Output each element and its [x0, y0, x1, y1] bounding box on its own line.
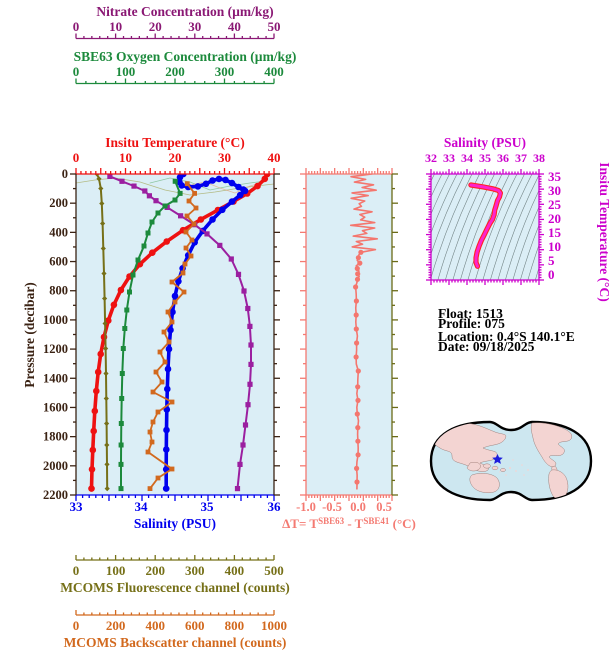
svg-text:0: 0 — [62, 167, 68, 181]
svg-text:10: 10 — [109, 19, 122, 34]
svg-text:1600: 1600 — [43, 401, 68, 415]
svg-text:0: 0 — [73, 563, 80, 578]
svg-text:34: 34 — [135, 499, 149, 514]
svg-text:37: 37 — [515, 151, 527, 165]
svg-text:20: 20 — [169, 150, 182, 165]
svg-text:Insitu Temperature (°C): Insitu Temperature (°C) — [105, 135, 244, 150]
svg-text:15: 15 — [548, 225, 562, 240]
svg-text:MCOMS Backscatter channel (cou: MCOMS Backscatter channel (counts) — [64, 635, 287, 650]
svg-text:400: 400 — [225, 563, 245, 578]
svg-text:32: 32 — [425, 151, 437, 165]
svg-text:200: 200 — [49, 196, 68, 210]
svg-text:2000: 2000 — [43, 459, 68, 473]
svg-text:100: 100 — [116, 64, 136, 79]
svg-text:Pressure (decibar): Pressure (decibar) — [22, 282, 37, 388]
svg-text:1000: 1000 — [261, 618, 287, 633]
svg-text:35: 35 — [548, 169, 562, 184]
svg-text:400: 400 — [145, 618, 165, 633]
svg-text:34: 34 — [461, 151, 473, 165]
svg-text:10: 10 — [119, 150, 132, 165]
svg-text:1800: 1800 — [43, 430, 68, 444]
svg-text:30: 30 — [188, 19, 201, 34]
svg-text:500: 500 — [264, 563, 284, 578]
svg-text:400: 400 — [49, 225, 68, 239]
svg-text:200: 200 — [145, 563, 165, 578]
svg-text:20: 20 — [149, 19, 162, 34]
svg-text:-0.5: -0.5 — [322, 500, 342, 514]
svg-text:50: 50 — [268, 19, 281, 34]
svg-text:38: 38 — [533, 151, 545, 165]
svg-text:35: 35 — [201, 499, 215, 514]
svg-text:0: 0 — [73, 19, 80, 34]
svg-text:100: 100 — [106, 563, 126, 578]
svg-text:ΔT= TSBE63 - TSBE41 (°C): ΔT= TSBE63 - TSBE41 (°C) — [282, 516, 416, 531]
svg-text:36: 36 — [497, 151, 509, 165]
svg-text:30: 30 — [218, 150, 231, 165]
svg-text:Salinity (PSU): Salinity (PSU) — [134, 516, 216, 531]
svg-text:Nitrate Concentration (µm/kg): Nitrate Concentration (µm/kg) — [96, 4, 273, 19]
svg-text:36: 36 — [268, 499, 282, 514]
svg-text:Date: 09/18/2025: Date: 09/18/2025 — [438, 339, 535, 354]
svg-text:20: 20 — [548, 211, 561, 226]
svg-text:-1.0: -1.0 — [296, 500, 316, 514]
svg-text:600: 600 — [49, 255, 68, 269]
svg-text:40: 40 — [228, 19, 241, 34]
svg-text:0: 0 — [73, 618, 80, 633]
svg-text:400: 400 — [264, 64, 284, 79]
svg-text:300: 300 — [185, 563, 205, 578]
svg-text:25: 25 — [548, 197, 562, 212]
svg-text:300: 300 — [215, 64, 235, 79]
svg-text:SBE63 Oxygen Concentration (µm: SBE63 Oxygen Concentration (µm/kg) — [74, 49, 297, 64]
svg-text:MCOMS Fluorescence channel (co: MCOMS Fluorescence channel (counts) — [60, 580, 290, 595]
svg-text:1400: 1400 — [43, 371, 68, 385]
svg-text:0: 0 — [73, 150, 80, 165]
svg-text:200: 200 — [165, 64, 185, 79]
svg-text:0: 0 — [548, 267, 555, 282]
svg-text:1200: 1200 — [43, 342, 68, 356]
svg-text:0.5: 0.5 — [376, 500, 392, 514]
svg-text:5: 5 — [548, 253, 555, 268]
svg-text:2200: 2200 — [43, 488, 68, 502]
svg-text:0.0: 0.0 — [350, 500, 366, 514]
svg-text:33: 33 — [70, 499, 84, 514]
svg-text:800: 800 — [49, 284, 68, 298]
svg-text:35: 35 — [479, 151, 491, 165]
svg-text:200: 200 — [106, 618, 126, 633]
svg-text:800: 800 — [225, 618, 245, 633]
svg-text:0: 0 — [73, 64, 80, 79]
svg-text:33: 33 — [443, 151, 455, 165]
svg-text:10: 10 — [548, 239, 561, 254]
svg-text:40: 40 — [268, 150, 281, 165]
svg-text:30: 30 — [548, 183, 561, 198]
svg-text:Insitu Temperature (°C): Insitu Temperature (°C) — [597, 162, 609, 301]
svg-text:Salinity (PSU): Salinity (PSU) — [444, 135, 526, 150]
svg-text:600: 600 — [185, 618, 205, 633]
svg-text:1000: 1000 — [43, 313, 68, 327]
